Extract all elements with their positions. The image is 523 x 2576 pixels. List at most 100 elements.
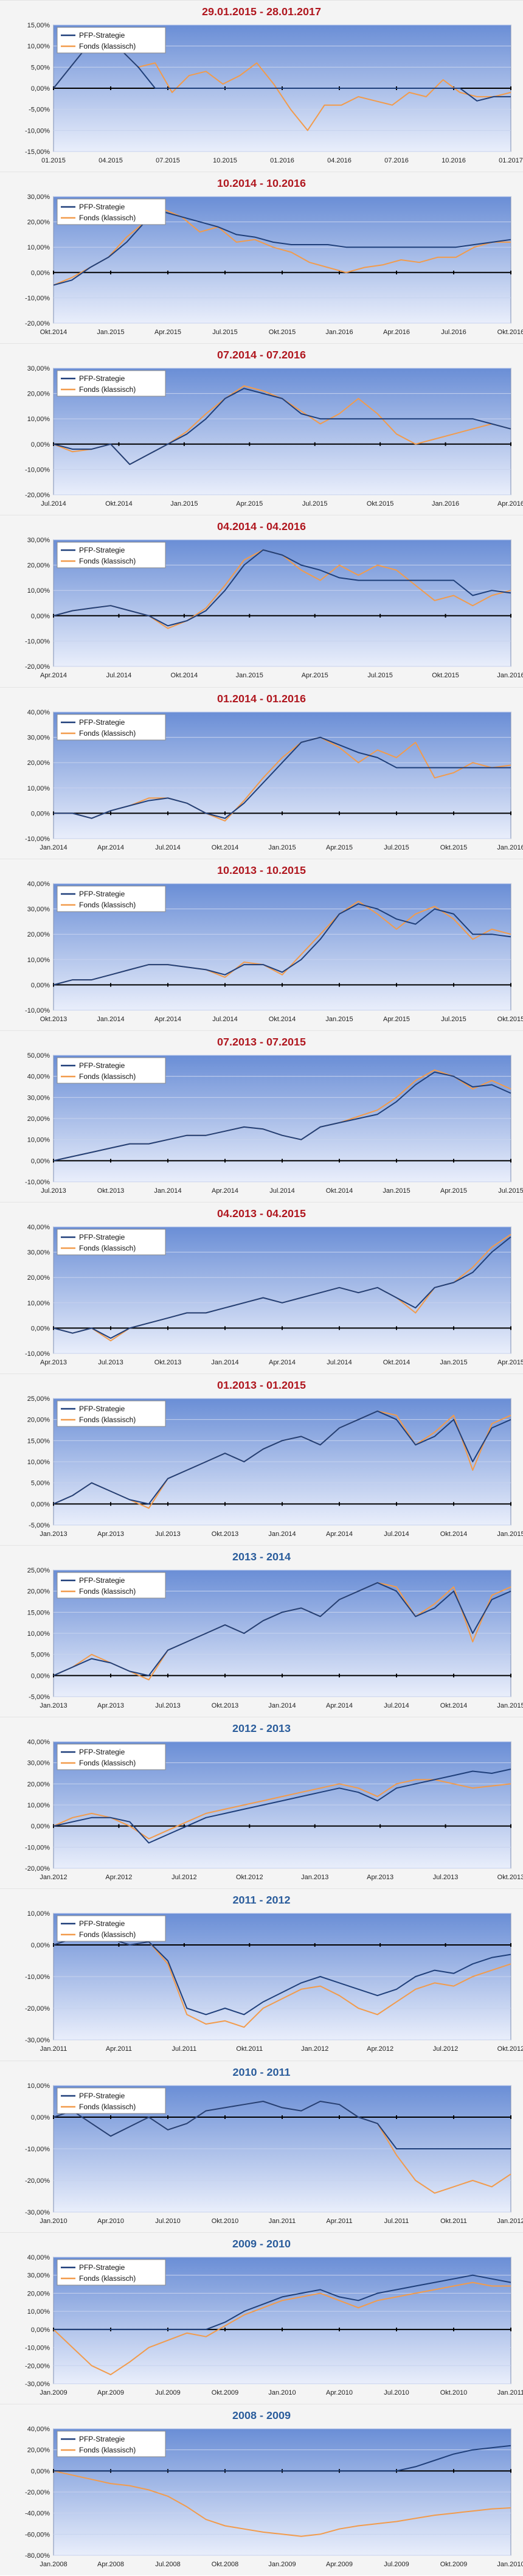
chart-panel: 10.2013 - 10.2015 -10,00% 0,00% 10,00% 20,00… (0, 858, 523, 1030)
legend: PFP-Strategie Fonds (klassisch) (57, 1915, 166, 1942)
y-tick-label: 20,00% (27, 391, 50, 398)
chart-title: 01.2013 - 01.2015 (217, 1379, 306, 1391)
series-line-strategy (53, 388, 511, 466)
x-tick-label: Okt.2013 (497, 1874, 523, 1881)
x-tick-label: Jul.2008 (155, 2561, 181, 2568)
chart-title: 01.2014 - 01.2016 (217, 693, 306, 705)
x-tick-label: Jan.2016 (497, 672, 523, 679)
x-tick-label: Apr.2011 (106, 2045, 132, 2053)
x-tick-label: Jul.2013 (41, 1187, 66, 1195)
y-tick-label: 20,00% (27, 1781, 50, 1789)
y-tick-label: 10,00% (27, 1459, 50, 1466)
y-tick-label: 10,00% (27, 1300, 50, 1307)
legend-box (57, 1744, 166, 1770)
legend: PFP-Strategie Fonds (klassisch) (57, 1572, 166, 1599)
legend-label-strategy: PFP-Strategie (79, 1233, 125, 1241)
chart-title: 2011 - 2012 (232, 1894, 290, 1906)
x-tick-label: Jan.2014 (154, 1187, 181, 1195)
x-tick-label: Jul.2012 (433, 2045, 459, 2053)
y-tick-label: 10,00% (27, 956, 50, 963)
y-tick-label: 30,00% (27, 365, 50, 372)
chart-svg: 2009 - 2010 -30,00% -20,00% -10,00% 0,00% 10,… (25, 2238, 523, 2396)
x-tick-label: Jan.2015 (236, 672, 263, 679)
y-tick-label: 10,00% (27, 2082, 50, 2090)
x-tick-label: Jul.2014 (269, 1187, 295, 1195)
y-tick-label: 20,00% (27, 759, 50, 767)
legend-label-fund: Fonds (klassisch) (79, 214, 136, 222)
legend-box (57, 542, 166, 568)
chart-panel: 10.2014 - 10.2016 -20,00% -10,00% 0,00% 10,0… (0, 172, 523, 344)
x-tick-label: Apr.2012 (367, 2045, 393, 2053)
legend: PFP-Strategie Fonds (klassisch) (57, 1057, 166, 1084)
y-tick-label: 10,00% (27, 416, 50, 423)
chart-svg: 2013 - 2014 -5,00% 0,00% 5,00% 10,00% 15,00% 2… (27, 1551, 523, 1709)
x-tick-label: Apr.2016 (383, 329, 410, 336)
x-tick-label: Okt.2013 (97, 1187, 125, 1195)
legend-label-fund: Fonds (klassisch) (79, 1072, 136, 1081)
x-tick-label: Jan.2015 (440, 1359, 467, 1366)
legend-label-strategy: PFP-Strategie (79, 1405, 125, 1413)
legend-label-fund: Fonds (klassisch) (79, 1415, 136, 1424)
chart-svg: 04.2014 - 04.2016 -20,00% -10,00% 0,00% 10,0… (25, 520, 523, 679)
y-tick-label: 20,00% (27, 1417, 50, 1424)
y-tick-label: 20,00% (27, 2447, 50, 2454)
y-tick-label: 30,00% (27, 1249, 50, 1257)
series-line-strategy (53, 1410, 511, 1505)
y-tick-label: 10,00% (27, 588, 50, 595)
y-tick-label: -10,00% (25, 295, 50, 302)
x-tick-label: Okt.2008 (212, 2561, 239, 2568)
x-tick-label: Jan.2015 (497, 1531, 523, 1538)
x-tick-label: Okt.2009 (440, 2561, 468, 2568)
chart-panel: 07.2014 - 07.2016 -20,00% -10,00% 0,00% 10,0… (0, 343, 523, 515)
chart-svg: 07.2013 - 07.2015 -10,00% 0,00% 10,00% 20,00… (25, 1036, 523, 1195)
y-tick-label: 10,00% (27, 1630, 50, 1638)
legend-label-fund: Fonds (klassisch) (79, 1930, 136, 1939)
chart-title: 2013 - 2014 (232, 1551, 291, 1563)
chart-svg: 07.2014 - 07.2016 -20,00% -10,00% 0,00% 10,0… (25, 349, 523, 508)
chart-panel: 07.2013 - 07.2015 -10,00% 0,00% 10,00% 20,00… (0, 1030, 523, 1202)
chart-svg: 10.2013 - 10.2015 -10,00% 0,00% 10,00% 20,00… (25, 864, 523, 1023)
x-tick-label: Jul.2013 (433, 1874, 459, 1881)
y-tick-label: 25,00% (27, 1395, 50, 1403)
y-tick-label: 10,00% (27, 244, 50, 251)
x-tick-label: Okt.2014 (171, 672, 198, 679)
y-tick-label: 5,00% (31, 1652, 50, 1659)
chart-title: 29.01.2015 - 28.01.2017 (202, 5, 321, 18)
x-tick-label: Jan.2010 (40, 2218, 67, 2225)
x-tick-label: Jul.2014 (384, 1531, 409, 1538)
x-tick-label: Jan.2010 (497, 2561, 523, 2568)
legend: PFP-Strategie Fonds (klassisch) (57, 370, 166, 397)
chart-title: 10.2014 - 10.2016 (217, 177, 306, 189)
y-tick-label: 0,00% (31, 2326, 50, 2334)
y-tick-label: 20,00% (27, 219, 50, 226)
x-tick-label: 04.2015 (99, 157, 123, 164)
x-tick-label: Jan.2009 (40, 2389, 67, 2396)
chart-svg: 01.2014 - 01.2016 -10,00% 0,00% 10,00% 20,00… (25, 693, 523, 851)
x-tick-label: Okt.2012 (497, 2045, 523, 2053)
series-line-fund (53, 2281, 511, 2375)
chart-title: 07.2013 - 07.2015 (217, 1036, 306, 1048)
y-tick-label: -80,00% (25, 2552, 50, 2560)
series-line-strategy (54, 736, 511, 819)
y-tick-label: 25,00% (27, 1567, 50, 1574)
x-tick-label: Jan.2010 (268, 2389, 296, 2396)
x-tick-label: 01.2015 (41, 157, 66, 164)
y-tick-label: 40,00% (27, 2254, 50, 2261)
x-tick-label: Okt.2013 (212, 1702, 239, 1709)
y-tick-label: -30,00% (25, 2381, 50, 2388)
y-tick-label: 30,00% (27, 906, 50, 913)
chart-title: 10.2013 - 10.2015 (217, 864, 306, 876)
x-tick-label: Jul.2013 (155, 1531, 181, 1538)
legend-box (57, 2087, 166, 2114)
x-tick-label: Apr.2014 (326, 1702, 353, 1709)
y-tick-label: 30,00% (27, 1094, 50, 1101)
x-tick-label: Jul.2014 (155, 844, 181, 851)
x-tick-label: Apr.2015 (440, 1187, 467, 1195)
y-tick-label: -20,00% (25, 2362, 50, 2370)
legend-box (57, 198, 166, 225)
series-line-strategy (53, 211, 511, 286)
y-tick-label: -10,00% (25, 467, 50, 474)
x-tick-label: Apr.2015 (383, 1016, 410, 1023)
y-tick-label: -10,00% (25, 1350, 50, 1358)
